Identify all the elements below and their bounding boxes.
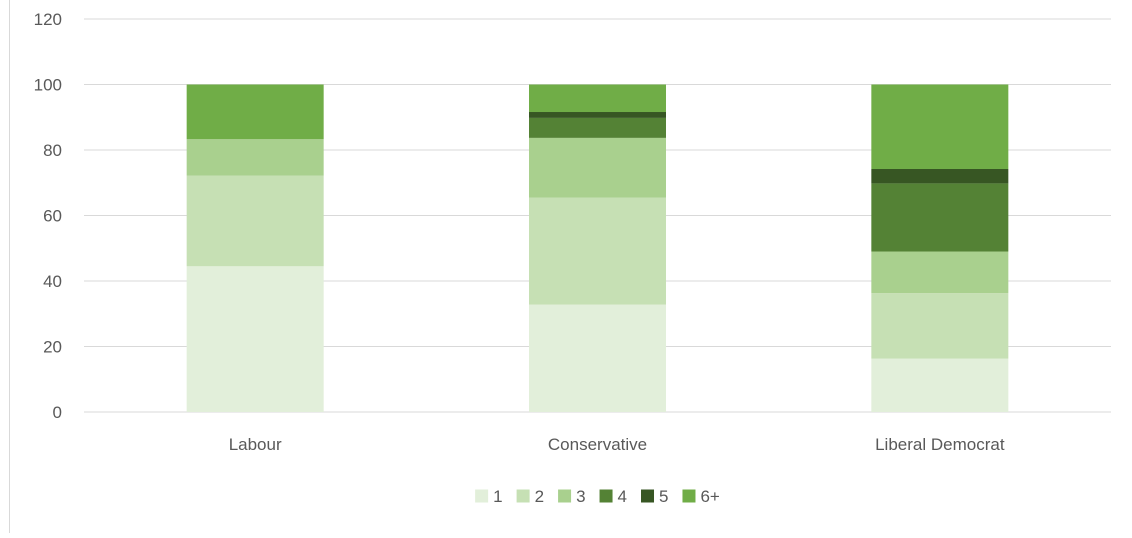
bar-liberal-democrat-series-4 xyxy=(871,183,1009,252)
legend-label-2: 2 xyxy=(535,487,544,506)
bar-labour-series-2 xyxy=(186,175,324,267)
legend-label-4: 4 xyxy=(618,487,627,506)
bar-conservative-series-5 xyxy=(529,112,666,118)
y-axis-tick-labels: 0 20 40 60 80 100 120 xyxy=(34,10,62,422)
x-category-label-conservative: Conservative xyxy=(548,435,647,454)
bars xyxy=(186,84,1009,412)
legend-label-1: 1 xyxy=(493,487,502,506)
legend-swatch-4 xyxy=(599,489,613,503)
legend-item-1: 1 xyxy=(475,487,503,506)
y-tick-label-40: 40 xyxy=(43,272,62,291)
y-tick-label-80: 80 xyxy=(43,141,62,160)
bar-conservative-series-2 xyxy=(529,197,666,305)
bar-liberal-democrat-series-1 xyxy=(871,358,1009,412)
legend-swatch-2 xyxy=(516,489,530,503)
legend-item-5: 5 xyxy=(641,487,668,506)
legend: 1 2 3 4 5 6+ xyxy=(475,487,720,506)
x-axis-category-labels: Labour Conservative Liberal Democrat xyxy=(229,435,1005,454)
legend-swatch-5 xyxy=(641,489,655,503)
legend-item-4: 4 xyxy=(599,487,627,506)
bar-liberal-democrat-series-5 xyxy=(871,168,1009,184)
y-tick-label-120: 120 xyxy=(34,10,62,29)
y-tick-label-100: 100 xyxy=(34,76,62,95)
legend-item-3: 3 xyxy=(558,487,586,506)
bar-labour-series-3 xyxy=(186,139,324,176)
legend-swatch-1 xyxy=(475,489,489,503)
bar-liberal-democrat-series-2 xyxy=(871,293,1009,359)
legend-label-5: 5 xyxy=(659,487,668,506)
bar-conservative-series-6 xyxy=(529,84,666,113)
bar-conservative-series-1 xyxy=(529,304,666,412)
legend-item-2: 2 xyxy=(516,487,544,506)
bar-liberal-democrat-series-3 xyxy=(871,251,1009,294)
legend-label-6: 6+ xyxy=(700,487,719,506)
legend-item-6: 6+ xyxy=(682,487,720,506)
legend-swatch-3 xyxy=(558,489,572,503)
y-tick-label-20: 20 xyxy=(43,338,62,357)
bar-labour-series-6 xyxy=(186,84,324,140)
bar-liberal-democrat-series-6 xyxy=(871,84,1009,169)
y-tick-label-0: 0 xyxy=(53,403,62,422)
x-category-label-liberal-democrat: Liberal Democrat xyxy=(875,435,1005,454)
legend-label-3: 3 xyxy=(576,487,585,506)
bar-conservative-series-3 xyxy=(529,137,666,198)
bar-conservative-series-4 xyxy=(529,117,666,138)
chart-left-border xyxy=(9,0,10,533)
legend-swatch-6 xyxy=(682,489,696,503)
bar-labour-series-1 xyxy=(186,266,324,412)
y-tick-label-60: 60 xyxy=(43,207,62,226)
x-category-label-labour: Labour xyxy=(229,435,282,454)
